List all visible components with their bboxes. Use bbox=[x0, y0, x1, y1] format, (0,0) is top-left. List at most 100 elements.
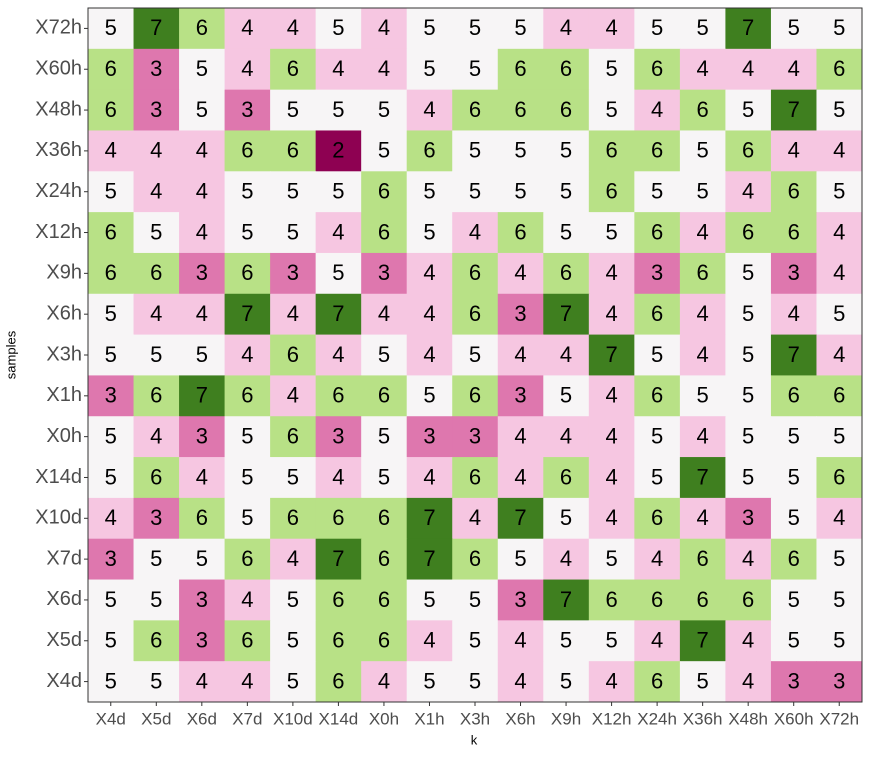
cell bbox=[315, 661, 362, 703]
cell-label: 4 bbox=[378, 56, 390, 81]
cell-label: 5 bbox=[469, 56, 481, 81]
cell bbox=[452, 620, 499, 662]
cell bbox=[770, 171, 817, 213]
cell bbox=[179, 293, 226, 336]
cell-label: 6 bbox=[469, 383, 481, 408]
cell-label: 5 bbox=[287, 179, 299, 204]
cell-label: 5 bbox=[605, 97, 617, 122]
cell-label: 6 bbox=[788, 546, 800, 571]
x-tick-label: X48h bbox=[728, 709, 768, 728]
cell-label: 5 bbox=[150, 219, 162, 244]
cell-label: 6 bbox=[742, 587, 754, 612]
cell-label: 4 bbox=[742, 56, 754, 81]
cell-label: 5 bbox=[105, 301, 117, 326]
cell-label: 5 bbox=[332, 260, 344, 285]
cell bbox=[133, 334, 180, 376]
cell-label: 6 bbox=[697, 587, 709, 612]
cell bbox=[452, 171, 499, 213]
cell-label: 5 bbox=[742, 260, 754, 285]
cell bbox=[770, 89, 817, 131]
cell-label: 3 bbox=[742, 505, 754, 530]
cell-label: 6 bbox=[651, 383, 663, 408]
cell bbox=[725, 252, 772, 295]
cell bbox=[270, 375, 317, 417]
cell bbox=[315, 497, 362, 540]
cell bbox=[270, 252, 317, 295]
cell bbox=[88, 661, 135, 703]
cell-label: 5 bbox=[287, 587, 299, 612]
x-tick-label: X10d bbox=[273, 709, 313, 728]
y-tick-label: X6h bbox=[46, 302, 82, 324]
cell-label: 4 bbox=[423, 97, 435, 122]
cell-label: 4 bbox=[833, 505, 845, 530]
cell-label: 5 bbox=[560, 628, 572, 653]
cell bbox=[133, 130, 180, 172]
cell bbox=[270, 579, 317, 621]
cell-label: 4 bbox=[697, 505, 709, 530]
cell-label: 6 bbox=[378, 546, 390, 571]
cell bbox=[224, 8, 271, 50]
cell-label: 4 bbox=[332, 56, 344, 81]
cell-label: 5 bbox=[560, 219, 572, 244]
cell-label: 4 bbox=[605, 260, 617, 285]
cell bbox=[588, 212, 635, 254]
cell-label: 5 bbox=[423, 219, 435, 244]
x-axis-title: k bbox=[471, 732, 478, 747]
cell-label: 5 bbox=[651, 423, 663, 448]
cell-label: 6 bbox=[196, 505, 208, 530]
cell bbox=[452, 8, 499, 50]
cell-label: 6 bbox=[469, 97, 481, 122]
cell bbox=[452, 212, 499, 254]
x-tick-label: X3h bbox=[460, 709, 490, 728]
cell bbox=[770, 497, 817, 540]
cell-label: 5 bbox=[105, 587, 117, 612]
cell bbox=[270, 212, 317, 254]
cell-label: 4 bbox=[287, 546, 299, 571]
y-tick-label: X14d bbox=[35, 466, 82, 488]
y-tick-label: X7d bbox=[46, 547, 82, 569]
cell bbox=[679, 89, 726, 131]
cell-label: 5 bbox=[469, 138, 481, 163]
cell-label: 5 bbox=[150, 342, 162, 367]
cell-label: 5 bbox=[605, 628, 617, 653]
cell bbox=[179, 89, 226, 131]
cell-label: 6 bbox=[651, 219, 663, 244]
cell bbox=[634, 620, 681, 662]
cell bbox=[588, 620, 635, 662]
cell bbox=[634, 661, 681, 703]
cell-label: 4 bbox=[833, 138, 845, 163]
cell bbox=[133, 497, 180, 540]
cell bbox=[406, 538, 453, 581]
cell bbox=[133, 620, 180, 662]
cell-label: 4 bbox=[742, 628, 754, 653]
cell-label: 5 bbox=[469, 179, 481, 204]
cell-label: 7 bbox=[560, 301, 572, 326]
cell-label: 5 bbox=[469, 628, 481, 653]
cell bbox=[179, 252, 226, 295]
cell bbox=[361, 89, 408, 131]
cell-label: 6 bbox=[605, 138, 617, 163]
cell-label: 5 bbox=[378, 138, 390, 163]
cell bbox=[179, 457, 226, 499]
cell-label: 5 bbox=[287, 464, 299, 489]
cell-label: 4 bbox=[469, 219, 481, 244]
cell-label: 5 bbox=[287, 668, 299, 693]
cell bbox=[725, 457, 772, 499]
cell bbox=[816, 130, 863, 172]
cell-label: 7 bbox=[697, 628, 709, 653]
cell-label: 5 bbox=[150, 546, 162, 571]
cell-label: 4 bbox=[742, 668, 754, 693]
cell bbox=[543, 48, 590, 91]
cell bbox=[361, 212, 408, 254]
cell bbox=[179, 579, 226, 621]
cell-label: 4 bbox=[196, 668, 208, 693]
cell-label: 5 bbox=[105, 628, 117, 653]
cell-label: 5 bbox=[788, 587, 800, 612]
cell bbox=[315, 48, 362, 91]
cell-label: 4 bbox=[287, 301, 299, 326]
y-tick-label: X48h bbox=[35, 98, 82, 120]
cell-label: 5 bbox=[833, 97, 845, 122]
cell bbox=[770, 457, 817, 499]
cell-label: 3 bbox=[833, 668, 845, 693]
cell-label: 6 bbox=[105, 260, 117, 285]
